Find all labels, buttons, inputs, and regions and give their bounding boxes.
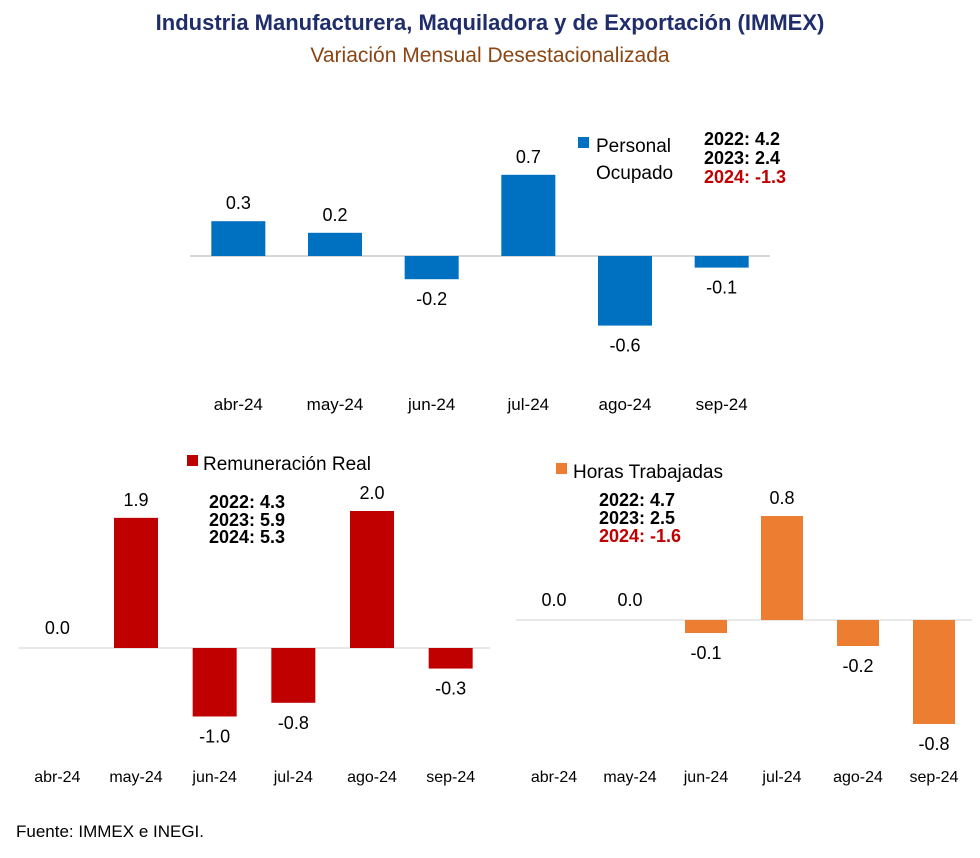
rr-bar-sep-24 — [428, 648, 473, 669]
chart-title: Industria Manufacturera, Maquiladora y d… — [155, 10, 825, 35]
rr-bar-may-24 — [114, 517, 158, 648]
ht-data-label-jun-24: -0.1 — [690, 643, 721, 663]
ht-data-label-jul-24: 0.8 — [769, 488, 794, 508]
ht-tick-label-sep-24: sep-24 — [910, 769, 959, 786]
rr-annual-2024: 2024: 5.3 — [209, 527, 285, 547]
rr-tick-label-abr-24: abr-24 — [34, 769, 80, 786]
rr-tick-label-ago-24: ago-24 — [347, 769, 397, 786]
ht-tick-label-may-24: may-24 — [603, 769, 656, 786]
po-data-label-jul-24: 0.7 — [516, 147, 541, 167]
rr-data-label-jul-24: -0.8 — [278, 713, 309, 733]
rr-tick-label-may-24: may-24 — [109, 769, 162, 786]
rr-bar-ago-24 — [350, 511, 394, 648]
ht-bar-sep-24 — [913, 620, 955, 724]
ht-annual-2022: 2022: 4.7 — [599, 490, 675, 510]
po-legend-label-2: Ocupado — [596, 163, 673, 184]
po-bar-may-24 — [308, 232, 362, 256]
rr-annual-2022: 2022: 4.3 — [209, 492, 285, 512]
ht-bar-jun-24 — [685, 620, 727, 633]
po-data-label-sep-24: -0.1 — [706, 278, 737, 298]
rr-data-label-abr-24: 0.0 — [45, 618, 70, 638]
rr-data-label-sep-24: -0.3 — [435, 679, 466, 699]
ht-bar-ago-24 — [837, 620, 879, 646]
ht-annual-2023: 2023: 2.5 — [599, 508, 675, 528]
po-tick-label-jun-24: jun-24 — [407, 395, 455, 414]
po-annual-2022: 2022: 4.2 — [704, 129, 780, 149]
po-tick-label-abr-24: abr-24 — [214, 395, 263, 414]
po-tick-label-may-24: may-24 — [307, 395, 364, 414]
rr-annual-2023: 2023: 5.9 — [209, 510, 285, 530]
po-bar-jul-24 — [501, 174, 556, 256]
rr-legend-label-1: Remuneración Real — [203, 454, 371, 475]
rr-tick-label-jul-24: jul-24 — [273, 769, 313, 786]
ht-tick-label-abr-24: abr-24 — [531, 769, 577, 786]
rr-data-label-may-24: 1.9 — [123, 490, 148, 510]
po-data-label-abr-24: 0.3 — [226, 193, 251, 213]
po-data-label-may-24: 0.2 — [322, 205, 347, 225]
chart-subtitle: Variación Mensual Desestacionalizada — [310, 44, 670, 67]
po-tick-label-ago-24: ago-24 — [599, 395, 652, 414]
po-bar-abr-24 — [211, 221, 266, 256]
po-legend-label-1: Personal — [596, 136, 671, 157]
po-data-label-ago-24: -0.6 — [609, 336, 640, 356]
rr-tick-label-sep-24: sep-24 — [426, 769, 475, 786]
ht-data-label-abr-24: 0.0 — [541, 590, 566, 610]
rr-data-label-jun-24: -1.0 — [199, 727, 230, 747]
po-annual-2024: 2024: -1.3 — [704, 167, 786, 187]
po-tick-label-jul-24: jul-24 — [507, 395, 550, 414]
po-legend-marker — [578, 137, 589, 148]
po-bar-jun-24 — [404, 256, 459, 280]
rr-legend-marker — [187, 455, 198, 466]
ht-tick-label-jun-24: jun-24 — [683, 769, 729, 786]
ht-annual-2024: 2024: -1.6 — [599, 526, 681, 546]
ht-data-label-ago-24: -0.2 — [842, 656, 873, 676]
ht-data-label-sep-24: -0.8 — [918, 734, 949, 754]
ht-tick-label-ago-24: ago-24 — [833, 769, 883, 786]
po-tick-label-sep-24: sep-24 — [696, 395, 748, 414]
po-bar-ago-24 — [598, 256, 652, 326]
po-data-label-jun-24: -0.2 — [416, 289, 447, 309]
po-annual-2023: 2023: 2.4 — [704, 148, 780, 168]
rr-data-label-ago-24: 2.0 — [359, 483, 384, 503]
rr-bar-jul-24 — [271, 648, 316, 703]
source-note: Fuente: IMMEX e INEGI. — [16, 822, 205, 841]
ht-tick-label-jul-24: jul-24 — [761, 769, 801, 786]
ht-data-label-may-24: 0.0 — [617, 590, 642, 610]
ht-legend-marker — [556, 463, 567, 474]
po-bar-sep-24 — [694, 256, 749, 268]
ht-legend-label-1: Horas Trabajadas — [573, 462, 723, 483]
rr-tick-label-jun-24: jun-24 — [191, 769, 237, 786]
ht-bar-jul-24 — [761, 516, 803, 620]
rr-bar-jun-24 — [192, 648, 237, 717]
